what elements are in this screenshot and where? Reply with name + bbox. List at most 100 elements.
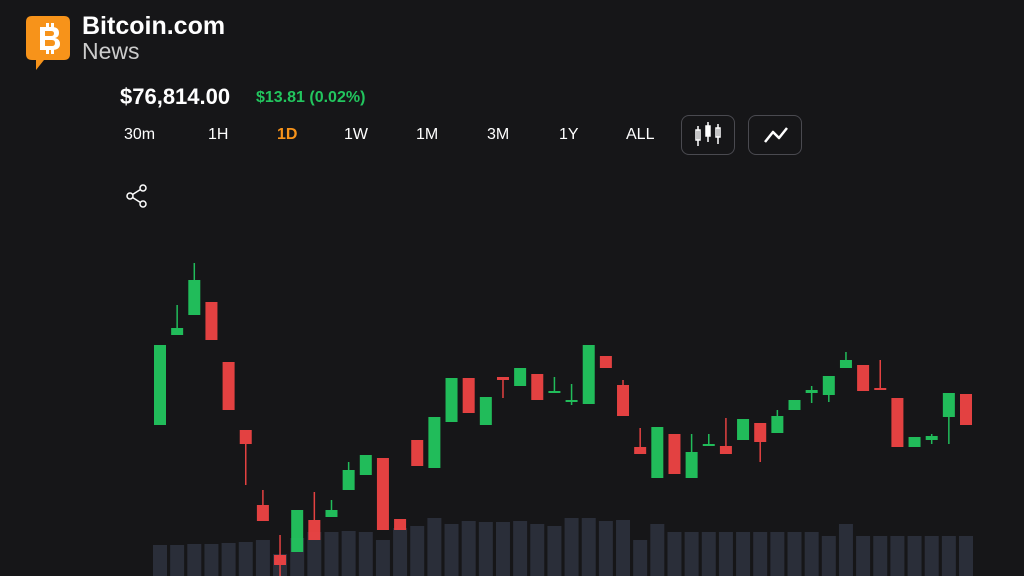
candle-body: [342, 470, 355, 490]
volume-bar: [821, 536, 836, 576]
candle-body: [411, 440, 424, 466]
candle-body: [634, 447, 647, 454]
candle: [857, 365, 870, 391]
candle-body: [239, 430, 252, 444]
volume-bar: [495, 522, 510, 576]
candle: [479, 397, 492, 425]
logo: [26, 16, 70, 70]
candle: [274, 535, 287, 576]
candle-body: [325, 510, 338, 517]
volume-bar: [427, 518, 442, 576]
candle-body: [154, 345, 166, 425]
candle: [754, 423, 767, 462]
candle-body: [291, 510, 304, 552]
volume-bar: [616, 520, 631, 576]
volume-bar: [170, 545, 185, 576]
candle: [771, 410, 784, 433]
range-button[interactable]: 1M: [416, 126, 439, 143]
volume-bar: [873, 536, 888, 576]
candle-body: [548, 391, 561, 393]
candle: [394, 519, 407, 530]
candle: [737, 419, 750, 440]
volume-bar: [959, 536, 973, 576]
candle: [822, 376, 835, 402]
candle-body: [754, 423, 767, 442]
range-button[interactable]: 1D: [277, 126, 298, 143]
volume-bar: [753, 532, 768, 576]
candle: [239, 430, 252, 485]
candle-body: [942, 393, 955, 417]
brand: Bitcoin.com: [82, 12, 226, 40]
volume-bar: [478, 522, 493, 576]
candle: [376, 458, 389, 530]
price-change: $13.81 (0.02%): [256, 89, 366, 106]
candle-body: [308, 520, 321, 540]
volume-bar: [924, 536, 939, 576]
range-button[interactable]: 1H: [208, 126, 229, 143]
volume-bar: [375, 540, 390, 576]
candle-body: [891, 398, 904, 447]
candle: [256, 490, 269, 521]
candle: [599, 356, 612, 368]
range-button[interactable]: 1Y: [559, 126, 579, 143]
candle: [960, 394, 972, 425]
volume-bar: [804, 532, 819, 576]
candle-body: [274, 555, 287, 565]
range-button[interactable]: ALL: [626, 126, 655, 143]
volume-bar: [684, 532, 699, 576]
candle-body: [514, 368, 527, 386]
volume-bar: [393, 528, 408, 576]
candle-body: [668, 434, 681, 474]
line-icon: [764, 127, 788, 143]
candle-body: [565, 400, 578, 402]
volume-bar: [307, 532, 322, 576]
candle: [719, 418, 732, 454]
candle-toggle[interactable]: [681, 115, 735, 155]
volume-bar: [564, 518, 579, 576]
candle-body: [394, 519, 407, 530]
volume-bar: [187, 544, 202, 576]
volume-bar: [547, 526, 562, 576]
line-toggle[interactable]: [748, 115, 802, 155]
candle-body: [445, 378, 458, 422]
volume-bar: [941, 536, 956, 576]
candle: [925, 434, 938, 444]
volume-bar: [238, 542, 253, 576]
volume-bar: [324, 532, 339, 576]
candle-body: [788, 400, 801, 410]
range-button[interactable]: 3M: [487, 126, 510, 143]
candle: [685, 434, 698, 478]
share-icon[interactable]: [122, 181, 152, 211]
candle: [291, 510, 304, 552]
candle: [565, 384, 578, 405]
candle-body: [376, 458, 389, 530]
volume-bar: [598, 521, 613, 576]
volume-bar: [204, 544, 219, 576]
candle: [891, 398, 904, 447]
volume-bar: [221, 543, 236, 576]
volume-bar: [890, 536, 905, 576]
candle-body: [925, 436, 938, 440]
volume-bar: [856, 536, 871, 576]
candle: [325, 500, 338, 517]
candle-body: [188, 280, 201, 315]
volume-bar: [410, 526, 425, 576]
candle: [411, 440, 424, 466]
candle-body: [599, 356, 612, 368]
candle: [171, 305, 184, 335]
candle: [805, 386, 818, 403]
candle: [874, 360, 887, 390]
candle: [514, 368, 527, 386]
volume-bar: [838, 524, 853, 576]
candle-body: [805, 390, 818, 393]
candle: [582, 345, 595, 404]
candle-body: [222, 362, 235, 410]
range-button[interactable]: 1W: [344, 126, 368, 143]
candle: [445, 378, 458, 422]
candle: [788, 400, 801, 410]
candle-body: [359, 455, 372, 475]
volume-bar: [153, 545, 167, 576]
range-button[interactable]: 30m: [124, 126, 156, 143]
